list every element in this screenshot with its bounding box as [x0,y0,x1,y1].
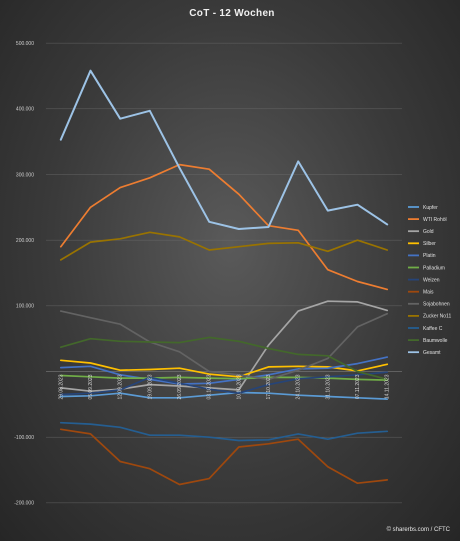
y-tick-label: -100.000 [14,435,34,441]
series-line-mais [59,428,389,486]
series-line-zucker-no11 [59,231,389,261]
x-tick-label: 07.11.2023 [355,374,361,399]
gridlines [46,42,402,504]
legend-label: Mais [423,290,434,296]
x-tick-label: 26.09.2023 [177,374,183,399]
legend-label: Weizen [423,277,440,283]
legend-label: Gold [423,229,434,235]
series-line-weizen [59,371,389,396]
series-lines [59,69,389,486]
y-tick-label: 100.000 [16,304,34,310]
y-tick-label: 500.000 [16,41,34,47]
legend-label: Baumwolle [423,338,448,344]
legend-label: Silber [423,241,436,247]
y-tick-label: -200.000 [14,501,34,507]
x-tick-label: 05.09.2023 [88,374,94,399]
legend-label: WTI Rohöl [423,217,447,223]
chart-title: CoT - 12 Wochen [189,8,274,19]
x-axis-ticks: 29.08.2023 05.09.2023 12.09.2023 19.09.2023… [58,374,390,399]
legend-label: Zucker No11 [423,314,451,320]
series-line-sojabohnen [59,310,389,381]
legend-label: Kupfer [423,205,438,211]
x-tick-label: 29.08.2023 [58,374,64,399]
x-tick-label: 10.10.2023 [236,374,242,399]
x-tick-label: 12.09.2023 [118,374,124,399]
legend-label: Sojabohnen [423,302,450,308]
series-line-gold [59,300,389,393]
y-axis-ticks: 500.000 400.000 300.000 200.000 100.000 -100.… [14,41,34,507]
legend-label: Platin [423,253,436,259]
legend: Kupfer WTI Rohöl Gold Silber Platin Palladium… [408,205,451,356]
series-line-palladium [59,374,389,381]
y-tick-label: 300.000 [16,172,34,178]
series-line-gesamt [59,69,389,230]
source-annotation: © sharerbs.com / CFTC [387,526,451,533]
x-tick-label: 14.11.2023 [385,374,391,399]
series-line-kupfer [59,391,389,400]
x-tick-label: 17.10.2023 [266,374,272,399]
series-line-baumwolle [59,336,389,381]
series-line-silber [59,359,389,378]
x-tick-label: 19.09.2023 [147,374,153,399]
x-tick-label: 24.10.2023 [296,374,302,399]
x-tick-label: 31.10.2023 [325,374,331,399]
series-line-platin [59,356,389,385]
y-tick-label: 400.000 [16,107,34,113]
x-tick-label: 03.10.2023 [207,374,213,399]
legend-label: Palladium [423,265,445,271]
series-line-kaffee-c [59,421,389,442]
series-line-wti-roh-l [59,163,389,291]
y-tick-label: 200.000 [16,238,34,244]
legend-label: Gesamt [423,350,441,356]
legend-label: Kaffee C [423,326,443,332]
